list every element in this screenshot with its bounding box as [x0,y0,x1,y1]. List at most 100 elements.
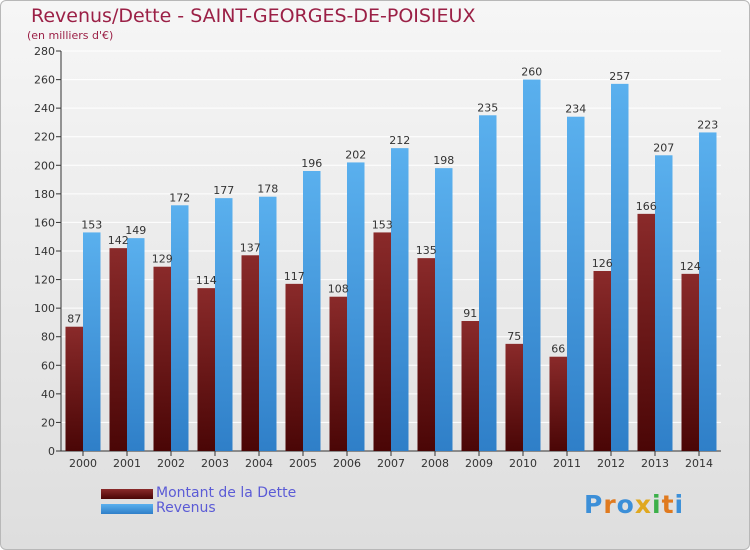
x-tick-label: 2010 [509,457,537,470]
y-tick-label: 20 [41,416,55,429]
data-label: 207 [653,141,674,154]
bar-revenus [699,132,717,451]
bar-dette [593,271,611,451]
bar-revenus [215,198,233,451]
data-label: 149 [125,224,146,237]
y-tick-label: 220 [34,131,55,144]
data-label: 153 [372,218,393,231]
chart-title: Revenus/Dette - SAINT-GEORGES-DE-POISIEU… [31,5,476,27]
y-tick-label: 40 [41,388,55,401]
bar-dette [197,288,215,451]
logo-letter: x [634,490,652,519]
legend-label-debt: Montant de la Dette [156,485,297,501]
bar-revenus [567,116,585,451]
bar-revenus [303,171,321,451]
data-label: 177 [213,184,234,197]
bar-revenus [435,168,453,451]
bar-revenus [127,238,145,451]
x-tick-label: 2012 [597,457,625,470]
x-tick-label: 2009 [465,457,493,470]
data-label: 153 [81,218,102,231]
y-tick-label: 140 [34,245,55,258]
data-label: 202 [345,148,366,161]
y-tick-label: 80 [41,331,55,344]
y-tick-label: 60 [41,359,55,372]
bars [65,79,717,452]
data-label: 166 [636,200,657,213]
x-tick-label: 2005 [289,457,317,470]
y-tick-label: 240 [34,102,55,115]
x-tick-label: 2014 [685,457,713,470]
bar-revenus [391,148,409,451]
bar-dette [153,266,171,451]
y-tick-label: 180 [34,188,55,201]
bar-revenus [479,115,497,452]
x-tick-label: 2000 [69,457,97,470]
logo-letter: P [584,490,604,519]
bar-dette [285,283,303,451]
data-label: 124 [680,260,701,273]
legend-swatch-revenus [101,504,153,514]
bar-revenus [347,162,365,451]
bar-revenus [171,205,189,451]
logo-letter: i [674,490,685,519]
bar-dette [461,321,479,451]
bar-dette [329,296,347,451]
data-label: 66 [551,343,565,356]
logo-letter: r [603,490,617,519]
bar-revenus [655,155,673,452]
x-tick-label: 2013 [641,457,669,470]
data-label: 129 [152,253,173,266]
y-tick-label: 260 [34,74,55,87]
x-tick-label: 2004 [245,457,273,470]
x-tick-label: 2011 [553,457,581,470]
x-tick-label: 2006 [333,457,361,470]
bar-dette [373,232,391,451]
data-label: 142 [108,234,129,247]
data-label: 223 [697,118,718,131]
x-tick-label: 2001 [113,457,141,470]
data-label: 91 [463,307,477,320]
bar-dette [505,343,523,451]
y-tick-label: 200 [34,159,55,172]
y-tick-label: 160 [34,216,55,229]
x-tick-label: 2002 [157,457,185,470]
data-label: 196 [301,157,322,170]
data-label: 234 [565,103,586,116]
x-tick-label: 2003 [201,457,229,470]
data-label: 235 [477,101,498,114]
legend-swatch-debt [101,489,153,499]
bar-revenus [611,83,629,451]
proxiti-logo: Proxiti [584,490,684,519]
bar-revenus [259,196,277,451]
bar-dette [241,255,259,451]
bar-revenus [83,232,101,451]
data-label: 114 [196,274,217,287]
bar-revenus [523,79,541,452]
data-label: 117 [284,270,305,283]
bar-dette [65,326,83,451]
data-label: 212 [389,134,410,147]
y-tick-label: 280 [34,45,55,58]
bar-dette [549,356,567,451]
data-label: 135 [416,244,437,257]
data-label: 87 [67,313,81,326]
y-tick-label: 100 [34,302,55,315]
chart-subtitle: (en milliers d'€) [27,29,114,42]
legend-label-revenus: Revenus [156,500,216,516]
data-label: 137 [240,241,261,254]
x-tick-labels: 2000 2001 2002 2003 2004 2005 2006 2007 2008 2009… [69,451,713,470]
data-label: 75 [507,330,521,343]
y-tick-labels: 0 20 40 60 80 100 120 140 160 180 200 220 240 260 280 [34,45,55,458]
y-tick-label: 120 [34,274,55,287]
x-tick-label: 2008 [421,457,449,470]
data-label: 178 [257,183,278,196]
x-tick-label: 2007 [377,457,405,470]
data-label: 257 [609,70,630,83]
bar-dette [681,273,699,451]
bar-dette [109,248,127,451]
data-label: 172 [169,191,190,204]
